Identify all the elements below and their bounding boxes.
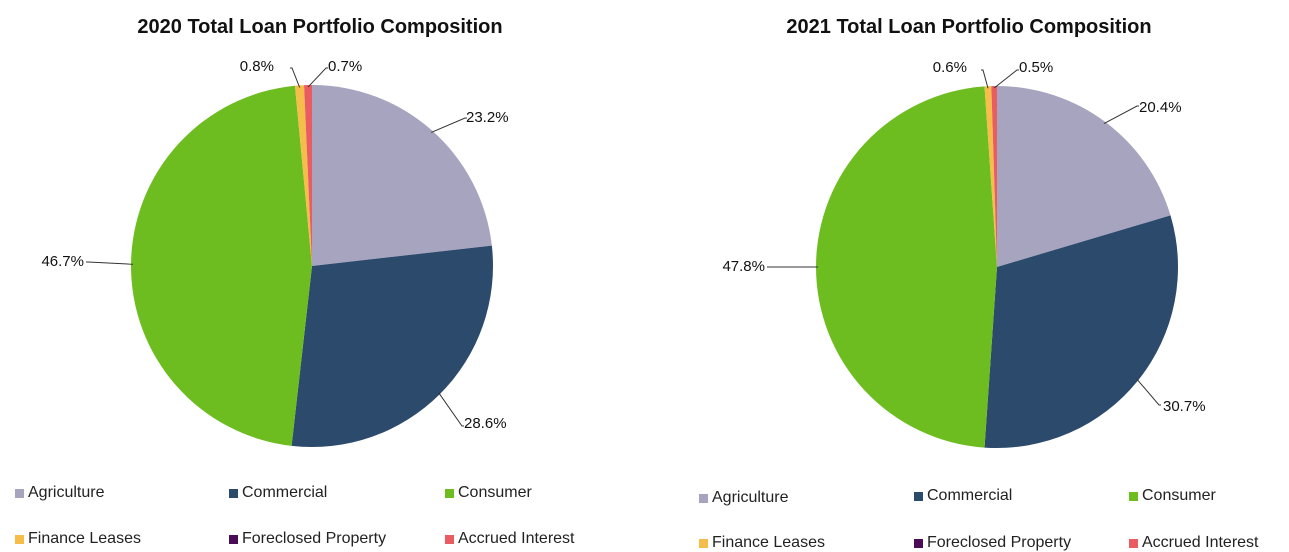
- data-label: 46.7%: [41, 253, 84, 270]
- data-label: 0.6%: [933, 59, 967, 76]
- data-label: 0.8%: [240, 58, 274, 75]
- chart-title: 2020 Total Loan Portfolio Composition: [137, 16, 503, 38]
- pie-slice-commercial: [984, 215, 1178, 449]
- leader-line: [86, 261, 134, 265]
- leader-line: [431, 117, 467, 133]
- leader-line: [981, 69, 989, 89]
- pie-slice-consumer: [130, 85, 312, 446]
- pie-chart-2020: 23.2% 28.6% 46.7% 0.8% 0.7%: [41, 58, 509, 447]
- pie-slice-finance-leases: [984, 86, 997, 267]
- chart-2020: 2020 Total Loan Portfolio Composition 23…: [0, 0, 640, 552]
- pie-slice-consumer: [815, 86, 997, 448]
- leader-line: [307, 67, 328, 88]
- leader-line: [1103, 105, 1139, 124]
- data-label: 0.5%: [1019, 59, 1053, 76]
- leader-line: [290, 67, 301, 88]
- chart-2021: 2021 Total Loan Portfolio Composition 20…: [649, 0, 1289, 552]
- leader-line: [993, 69, 1019, 89]
- leader-line: [438, 392, 464, 427]
- pie-slice-commercial: [291, 245, 493, 447]
- data-label: 23.2%: [466, 109, 509, 126]
- chart-title: 2021 Total Loan Portfolio Composition: [786, 16, 1152, 38]
- data-label: 28.6%: [464, 415, 507, 432]
- pie-slice-accrued-interest: [991, 86, 997, 267]
- pie-chart-2021: 20.4% 30.7% 47.8% 0.6% 0.5%: [722, 59, 1206, 449]
- pie-slice-agriculture: [997, 86, 1171, 267]
- pie-slice-accrued-interest: [304, 85, 312, 266]
- data-label: 30.7%: [1163, 398, 1206, 415]
- data-label: 47.8%: [722, 258, 765, 275]
- pie-slice-agriculture: [312, 85, 492, 266]
- pie-slice-finance-leases: [294, 85, 312, 266]
- data-label: 0.7%: [328, 58, 362, 75]
- data-label: 20.4%: [1139, 99, 1182, 116]
- leader-line: [1136, 378, 1161, 406]
